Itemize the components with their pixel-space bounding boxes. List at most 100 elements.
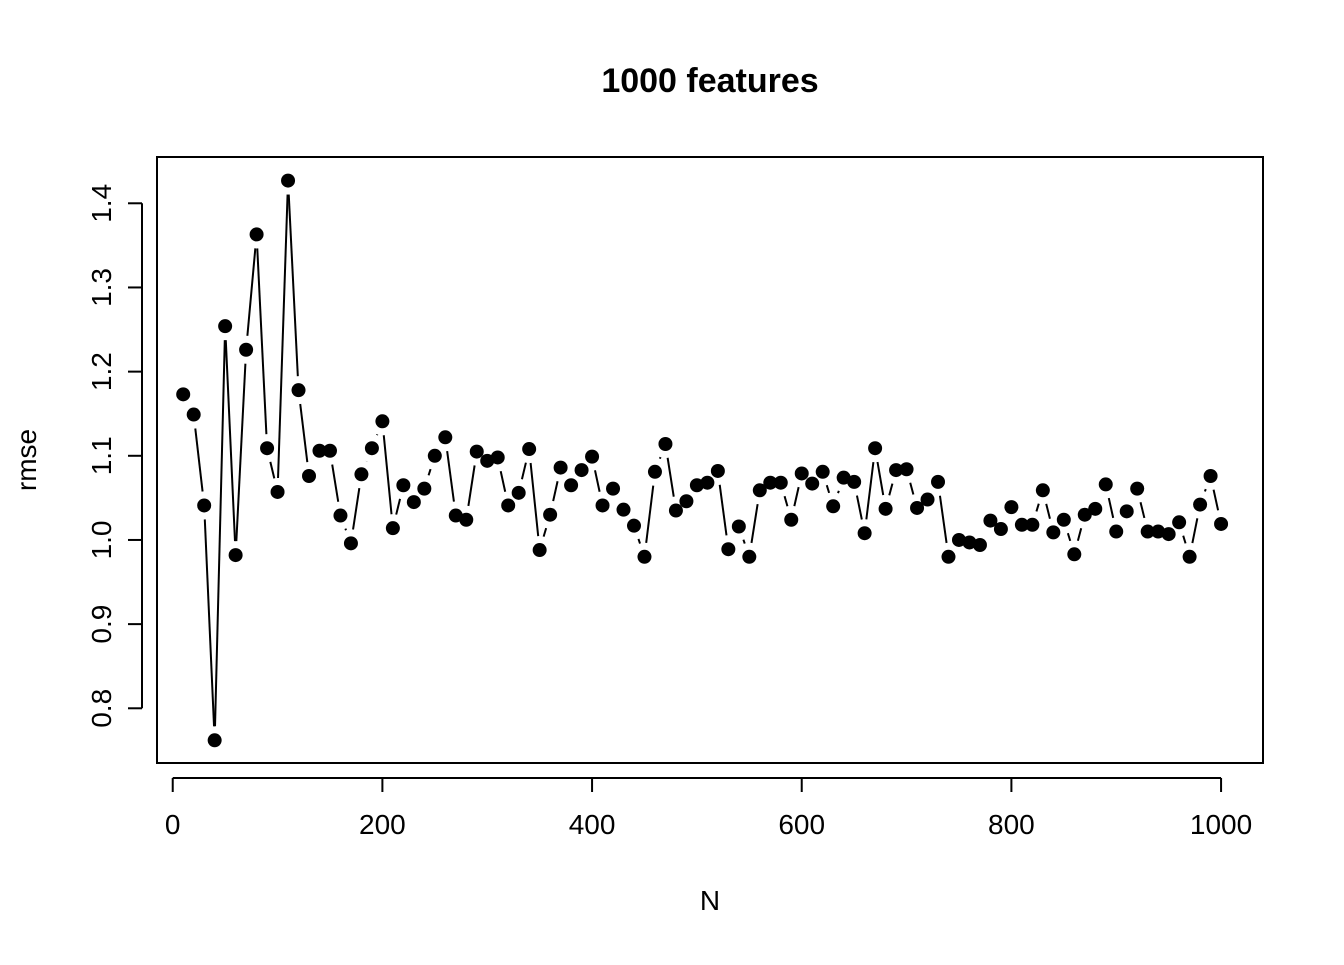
data-point (396, 478, 410, 492)
data-point (585, 450, 599, 464)
data-point (386, 521, 400, 535)
x-tick-label: 200 (359, 809, 406, 840)
data-point (176, 387, 190, 401)
data-point (428, 449, 442, 463)
data-point (617, 503, 631, 517)
series-segment (353, 488, 359, 529)
series-segment (743, 540, 744, 544)
series-segment (544, 528, 547, 537)
data-point (501, 498, 515, 512)
series-segment (236, 364, 245, 541)
data-point (774, 476, 788, 490)
series-segment (396, 499, 400, 515)
data-point (344, 536, 358, 550)
data-point (323, 444, 337, 458)
series-segment (595, 470, 600, 491)
data-point (292, 383, 306, 397)
data-point (333, 509, 347, 523)
data-point (187, 408, 201, 422)
data-point (805, 477, 819, 491)
data-point (459, 513, 473, 527)
series-segment (866, 462, 873, 519)
data-point (1057, 513, 1071, 527)
data-point (512, 486, 526, 500)
series-segment (300, 404, 307, 462)
series-segment (278, 195, 288, 478)
data-point (1204, 469, 1218, 483)
data-point (711, 464, 725, 478)
data-point (1130, 482, 1144, 496)
data-point (994, 522, 1008, 536)
data-point (533, 543, 547, 557)
series-segment (940, 496, 947, 543)
series-segment (195, 428, 202, 491)
data-point (302, 469, 316, 483)
series-segment (345, 529, 346, 531)
series-segment (247, 248, 255, 335)
series-segment (384, 435, 392, 514)
series-segment (332, 465, 338, 502)
y-axis: 0.80.91.01.11.21.31.4 (86, 184, 142, 728)
series-segment (646, 486, 653, 543)
data-point (669, 504, 683, 518)
y-tick-label: 0.8 (86, 689, 117, 728)
y-tick-label: 1.4 (86, 184, 117, 223)
y-tick-label: 1.2 (86, 352, 117, 391)
series-segment (720, 485, 727, 536)
series-segment (501, 471, 506, 492)
series-segment (1036, 504, 1038, 512)
data-point (1183, 550, 1197, 564)
series-segment (447, 451, 454, 502)
data-point (1046, 525, 1060, 539)
data-point (543, 508, 557, 522)
data-point (721, 542, 735, 556)
data-point (596, 498, 610, 512)
series-segment (794, 487, 798, 506)
data-point (564, 478, 578, 492)
plot-frame (157, 157, 1263, 763)
series-segment (289, 195, 298, 377)
data-point (229, 548, 243, 562)
data-point (1172, 515, 1186, 529)
x-tick-label: 800 (988, 809, 1035, 840)
series-segment (751, 504, 757, 543)
data-point (218, 319, 232, 333)
data-point (407, 495, 421, 509)
series-segment (1078, 528, 1081, 540)
data-point (973, 538, 987, 552)
data-point (260, 441, 274, 455)
x-tick-label: 600 (778, 809, 825, 840)
series-segment (889, 484, 892, 496)
series-segment (205, 519, 214, 726)
data-point (522, 442, 536, 456)
data-point (1099, 477, 1113, 491)
data-point (554, 461, 568, 475)
x-tick-label: 0 (165, 809, 181, 840)
series-segment (857, 496, 862, 520)
series-segment (785, 496, 788, 506)
data-point (197, 498, 211, 512)
data-point (1036, 483, 1050, 497)
data-point (438, 430, 452, 444)
series-segment (1068, 533, 1070, 541)
data-point (1214, 517, 1228, 531)
data-point (627, 519, 641, 533)
chart-title: 1000 features (601, 62, 818, 100)
data-point (575, 463, 589, 477)
series-segment (1109, 498, 1113, 518)
data-point (742, 550, 756, 564)
data-point (606, 482, 620, 496)
data-point (879, 502, 893, 516)
data-point (784, 513, 798, 527)
y-tick-label: 1.1 (86, 436, 117, 475)
data-point (1109, 525, 1123, 539)
series-segment (660, 457, 661, 459)
data-point (239, 343, 253, 357)
x-tick-label: 1000 (1190, 809, 1252, 840)
data-point (795, 466, 809, 480)
x-axis-label: N (700, 885, 720, 916)
data-point (470, 445, 484, 459)
